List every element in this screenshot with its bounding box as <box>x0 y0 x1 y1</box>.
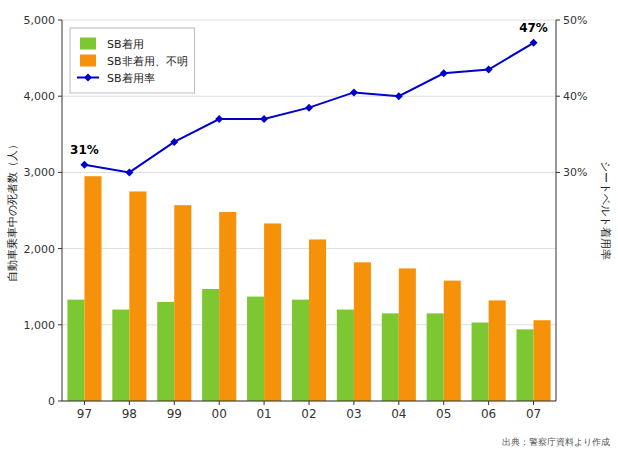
y-tick-label: 5,000 <box>24 14 56 27</box>
line-marker <box>305 104 313 112</box>
bar <box>309 239 326 401</box>
legend-swatch <box>80 38 96 50</box>
y2-tick-label: 50% <box>563 14 587 27</box>
x-tick <box>443 401 444 405</box>
bar <box>427 313 444 401</box>
line-marker <box>485 66 493 74</box>
bar <box>292 300 309 401</box>
grid-line <box>62 172 556 173</box>
line-marker <box>170 138 178 146</box>
legend-marker <box>84 74 92 82</box>
line-marker <box>125 168 133 176</box>
line-marker <box>350 88 358 96</box>
x-tick <box>174 401 175 405</box>
y-tick-label: 2,000 <box>24 243 56 256</box>
x-tick <box>84 401 85 405</box>
y2-axis-line <box>556 20 557 401</box>
x-tick-label: 00 <box>212 407 227 421</box>
y-tick <box>58 401 62 402</box>
legend-label: SB非着用、不明 <box>107 55 188 68</box>
y-axis-line <box>62 20 63 401</box>
legend: SB着用 SB非着用、不明 SB着用率 <box>70 28 195 93</box>
bar <box>489 300 506 401</box>
y-tick-label: 0 <box>48 395 55 408</box>
x-tick <box>533 401 534 405</box>
bar <box>202 289 219 401</box>
y-tick <box>58 172 62 173</box>
bar-series <box>84 176 550 401</box>
bar <box>157 302 174 401</box>
bar <box>129 191 146 401</box>
plot-area <box>62 20 556 401</box>
x-tick <box>219 401 220 405</box>
chart: 0 1,000 2,000 3,000 4,000 5,000 30% 40% 50% 97 98 9… <box>0 0 618 453</box>
bar <box>174 205 191 401</box>
annotation: 47% <box>519 21 548 35</box>
line-marker <box>440 69 448 77</box>
y-axis-label: 自動車乗車中の死者数（人） <box>6 139 19 282</box>
legend-swatch <box>80 55 96 67</box>
x-tick-label: 07 <box>526 407 541 421</box>
line-marker <box>80 161 88 169</box>
grid-line <box>62 20 556 21</box>
x-tick-label: 05 <box>436 407 451 421</box>
y-tick-label: 3,000 <box>24 166 56 179</box>
line-marker <box>395 92 403 100</box>
y2-axis-label: シートベルト着用率 <box>599 161 612 260</box>
line-marker <box>260 115 268 123</box>
x-tick-label: 99 <box>167 407 182 421</box>
x-tick <box>309 401 310 405</box>
legend-box <box>70 28 195 93</box>
y-tick-label: 1,000 <box>24 319 56 332</box>
bar <box>444 281 461 401</box>
bar <box>247 297 264 401</box>
x-tick <box>129 401 130 405</box>
bar <box>219 212 236 401</box>
x-tick-label: 01 <box>256 407 271 421</box>
grid-line <box>62 96 556 97</box>
x-tick <box>488 401 489 405</box>
x-tick-label: 03 <box>346 407 361 421</box>
y2-tick <box>556 96 560 97</box>
x-tick <box>264 401 265 405</box>
legend-label: SB着用 <box>107 38 144 51</box>
x-tick-label: 98 <box>122 407 137 421</box>
bar <box>472 323 489 401</box>
y2-tick-label: 30% <box>563 166 587 179</box>
y2-tick <box>556 172 560 173</box>
bar <box>264 223 281 401</box>
bar <box>337 310 354 401</box>
x-tick-label: 97 <box>77 407 92 421</box>
x-tick-label: 02 <box>301 407 316 421</box>
annotation: 31% <box>70 143 99 157</box>
y-tick-label: 4,000 <box>24 90 56 103</box>
source-text: 出典：警察庁資料より作成 <box>502 437 610 447</box>
x-tick <box>398 401 399 405</box>
bar <box>112 310 129 401</box>
bar <box>399 268 416 401</box>
legend-label: SB着用率 <box>107 72 155 85</box>
y2-tick-label: 40% <box>563 90 587 103</box>
line-series <box>80 39 537 177</box>
y-tick <box>58 20 62 21</box>
bar <box>516 329 533 401</box>
y-tick <box>58 96 62 97</box>
y-tick <box>58 324 62 325</box>
bar <box>382 313 399 401</box>
line-marker <box>530 39 538 47</box>
bar <box>67 300 84 401</box>
x-tick <box>353 401 354 405</box>
line <box>84 43 533 173</box>
y-tick <box>58 248 62 249</box>
y2-tick <box>556 20 560 21</box>
bar <box>534 320 551 401</box>
x-tick-label: 04 <box>391 407 406 421</box>
line-marker <box>215 115 223 123</box>
bar <box>84 176 101 401</box>
bar <box>354 262 371 401</box>
x-tick-label: 06 <box>481 407 496 421</box>
